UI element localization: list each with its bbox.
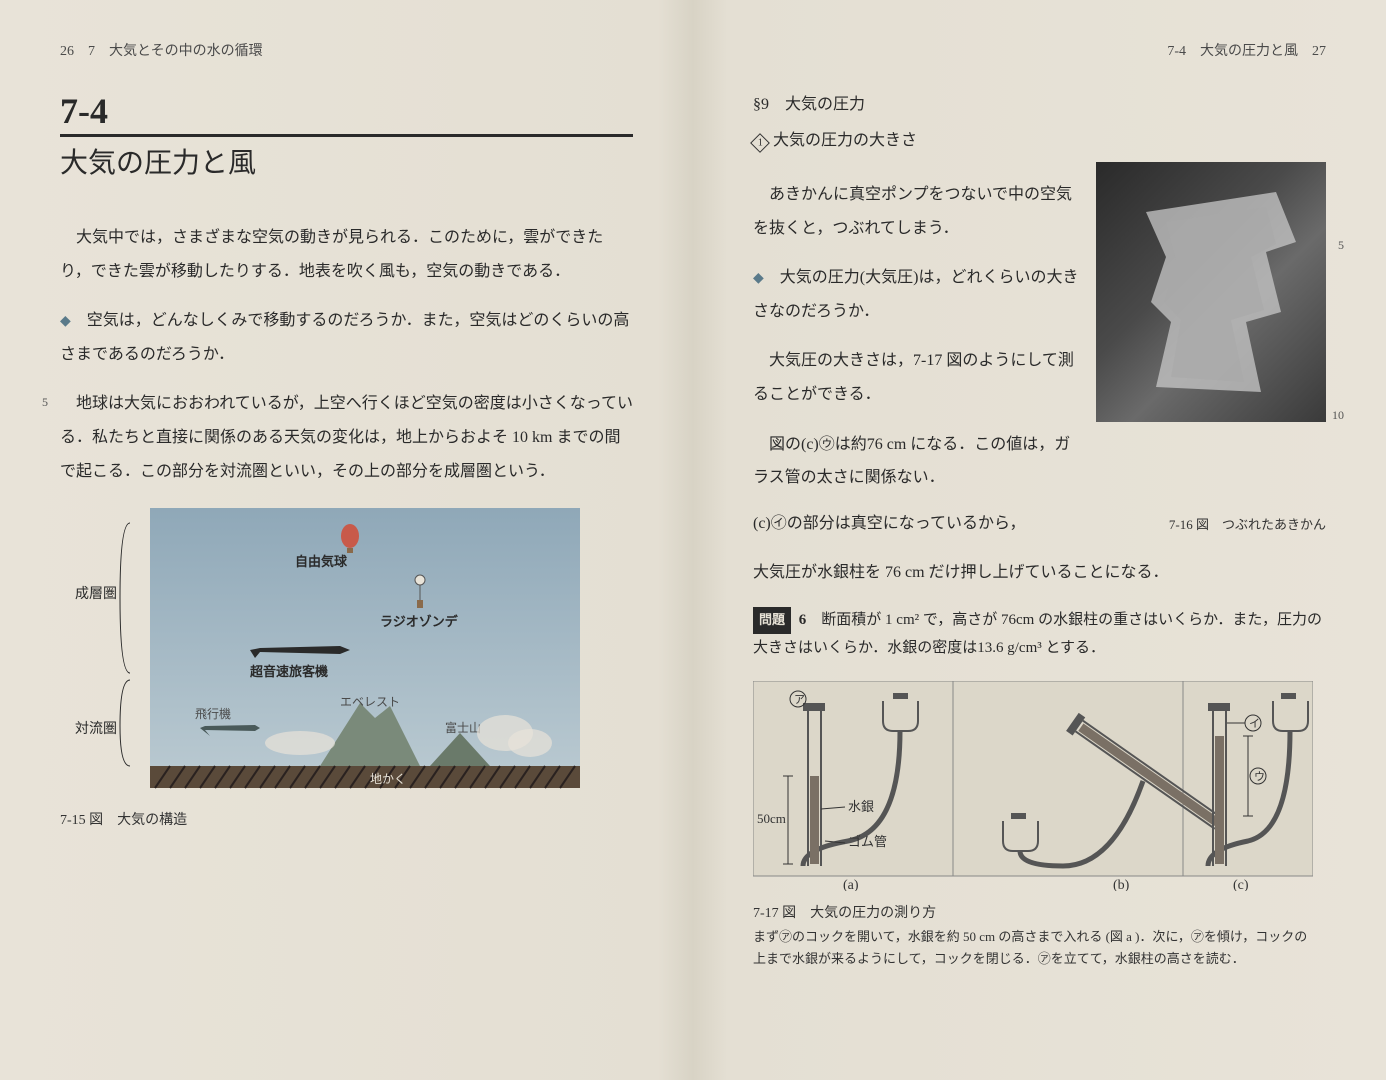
margin-line-5: 5 [42, 395, 48, 410]
margin-line-10-r: 10 [1332, 408, 1344, 423]
section-title: 大気の圧力と風 [60, 141, 633, 181]
r-paragraph-5-line: (c)㋑の部分は真空になっているから， 7-16 図 つぶれたあきかん [753, 507, 1326, 541]
r-paragraph-3: 大気圧の大きさは，7-17 図のようにして測ることができる． [753, 344, 1082, 411]
figure-7-15-svg: 成層圏 対流圏 自由気球 ラジオゾンデ 超音速旅客機 飛行機 エベレスト 富士 [60, 508, 580, 798]
problem-number: 6 [799, 612, 807, 628]
ground-label: 地かく [370, 772, 406, 786]
figure-7-17: 50cm ア 水銀 ゴム管 (a) [753, 681, 1313, 970]
right-page: 7-4 大気の圧力と風 27 §9 大気の圧力 1大気の圧力の大きさ 5 10 … [693, 0, 1386, 1080]
svg-text:ゴム管: ゴム管 [848, 834, 887, 849]
paragraph-2-text: 空気は，どんなしくみで移動するのだろうか．また，空気はどのくらいの高さまであるの… [60, 312, 629, 363]
fuji-label: 富士山 [445, 720, 481, 735]
paragraph-1: 大気中では，さまざまな空気の動きが見られる．このために，雲ができたり，できた雲が… [60, 221, 633, 288]
figure-7-17-svg: 50cm ア 水銀 ゴム管 (a) [753, 681, 1313, 891]
diamond-icon: ◆ [753, 271, 764, 286]
svg-text:(c): (c) [1233, 878, 1249, 891]
r-paragraph-1: あきかんに真空ポンプをつないで中の空気を抜くと，つぶれてしまう． [753, 178, 1082, 245]
figure-7-16-caption: 7-16 図 つぶれたあきかん [1169, 511, 1326, 538]
margin-line-5-r: 5 [1338, 238, 1344, 253]
section-number: 7-4 [60, 90, 633, 137]
figure-7-15: 成層圏 対流圏 自由気球 ラジオゾンデ 超音速旅客機 飛行機 エベレスト 富士 [60, 508, 580, 829]
figure-7-16-photo [1096, 162, 1326, 422]
r-paragraph-2: ◆ 大気の圧力(大気圧)は，どれくらいの大きさなのだろうか． [753, 261, 1082, 328]
radiosonde-label: ラジオゾンデ [380, 614, 459, 629]
left-page: 26 7 大気とその中の水の循環 7-4 大気の圧力と風 大気中では，さまざまな… [0, 0, 693, 1080]
diamond-icon: ◆ [60, 314, 71, 329]
svg-text:ウ: ウ [1254, 770, 1265, 783]
everest-label: エベレスト [340, 695, 400, 709]
problem-label: 問題 [753, 607, 791, 634]
stratosphere-label: 成層圏 [75, 586, 117, 602]
subsubsection-1: 1大気の圧力の大きさ [753, 126, 1326, 150]
problem-6: 問題 6 断面積が 1 cm² で，高さが 76cm の水銀柱の重さはいくらか．… [753, 606, 1326, 663]
r-paragraph-4: 図の(c)㋒は約76 cm になる．この値は，ガラス管の太さに関係ない． [753, 428, 1082, 495]
figure-7-17-caption: 7-17 図 大気の圧力の測り方 [753, 902, 1313, 922]
svg-text:50cm: 50cm [757, 811, 786, 826]
figure-7-15-caption: 7-15 図 大気の構造 [60, 809, 580, 829]
troposphere-label: 対流圏 [75, 721, 117, 737]
right-text-column: あきかんに真空ポンプをつないで中の空気を抜くと，つぶれてしまう． ◆ 大気の圧力… [753, 162, 1082, 511]
svg-text:イ: イ [1249, 718, 1260, 730]
right-two-col: あきかんに真空ポンプをつないで中の空気を抜くと，つぶれてしまう． ◆ 大気の圧力… [753, 162, 1326, 511]
page-header-left: 26 7 大気とその中の水の循環 [60, 40, 633, 60]
paragraph-3: 地球は大気におおわれているが，上空へ行くほど空気の密度は小さくなっている．私たち… [60, 387, 633, 488]
airplane-label: 飛行機 [195, 706, 231, 721]
page-header-right: 7-4 大気の圧力と風 27 [753, 40, 1326, 60]
svg-text:(b): (b) [1113, 878, 1130, 891]
balloon-label: 自由気球 [295, 554, 348, 569]
photo-column [1096, 162, 1326, 511]
subsection-9: §9 大気の圧力 [753, 90, 1326, 114]
diamond-marker-icon: 1 [750, 133, 770, 153]
paragraph-2: ◆ 空気は，どんなしくみで移動するのだろうか．また，空気はどのくらいの高さまであ… [60, 304, 633, 371]
svg-text:ア: ア [794, 694, 805, 706]
section-heading: 7-4 大気の圧力と風 [60, 90, 633, 181]
r-paragraph-6: 大気圧が水銀柱を 76 cm だけ押し上げていることになる． [753, 556, 1326, 590]
supersonic-label: 超音速旅客機 [250, 664, 328, 679]
svg-text:(a): (a) [843, 878, 859, 891]
svg-text:水銀: 水銀 [848, 799, 874, 814]
figure-7-17-description: まず㋐のコックを開いて，水銀を約 50 cm の高さまで入れる (図 a )．次… [753, 926, 1313, 970]
